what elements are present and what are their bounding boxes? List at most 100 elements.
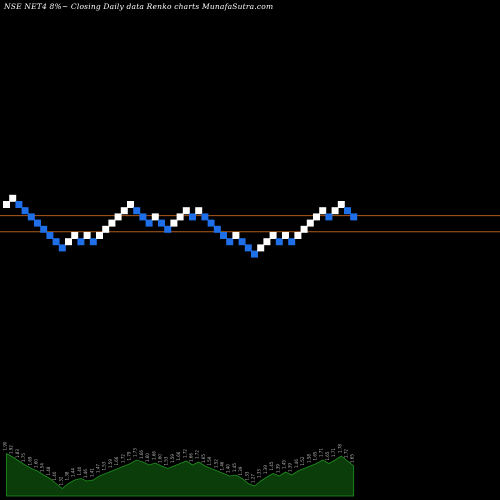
volume-label: 1.71	[319, 448, 324, 457]
renko-brick-down	[238, 238, 246, 246]
renko-brick-down	[325, 213, 333, 221]
renko-brick-down	[220, 232, 227, 239]
renko-brick-up	[102, 225, 110, 233]
volume-area-shape	[6, 452, 355, 497]
volume-label: 1.41	[89, 468, 94, 477]
renko-brick-up	[170, 219, 178, 227]
volume-label: 1.46	[294, 459, 299, 468]
renko-brick-down	[27, 213, 35, 221]
volume-label: 1.79	[127, 451, 132, 460]
renko-brick-up	[300, 225, 308, 233]
reference-lines	[0, 215, 500, 233]
volume-label: 1.69	[27, 456, 32, 465]
volume-label: 1.83	[15, 449, 20, 458]
volume-labels: 1.90 1.92 1.83 1.75 1.69 1.60 1.54 1.481.401.32…	[3, 441, 355, 485]
renko-brick-down	[133, 207, 141, 215]
volume-label: 1.45	[282, 460, 287, 469]
renko-brick-up	[331, 207, 339, 215]
renko-brick-up	[151, 213, 159, 221]
volume-label: 1.33	[257, 469, 262, 478]
renko-brick-up	[263, 238, 271, 246]
volume-label: 1.39	[288, 463, 293, 472]
renko-bricks	[3, 194, 358, 258]
renko-brick-up	[108, 219, 116, 227]
volume-label: 1.60	[34, 459, 39, 468]
volume-label: 1.65	[201, 454, 206, 463]
renko-brick-up	[127, 201, 134, 208]
renko-brick-up	[182, 207, 190, 215]
volume-label: 1.47	[96, 464, 101, 473]
volume-label: 1.32	[58, 476, 63, 485]
renko-brick-up	[195, 207, 203, 215]
volume-label: 1.60	[145, 453, 150, 462]
volume-label: 1.65	[350, 454, 355, 463]
renko-brick-down	[40, 225, 48, 233]
renko-brick-down	[15, 201, 23, 208]
volume-label: 1.40	[77, 466, 82, 475]
volume-label: 1.59	[207, 456, 212, 465]
volume-label: 1.54	[40, 463, 45, 472]
volume-label: 1.65	[313, 451, 318, 460]
volume-label: 1.92	[9, 445, 14, 454]
renko-brick-up	[337, 201, 345, 208]
volume-label: 1.33	[244, 471, 249, 480]
volume-label: 1.45	[269, 461, 274, 470]
volume-label: 1.52	[213, 459, 218, 468]
renko-brick-down	[251, 250, 258, 258]
renko-brick-down	[158, 219, 165, 227]
volume-label: 1.72	[195, 450, 200, 459]
renko-brick-down	[34, 219, 41, 227]
renko-brick-down	[213, 225, 221, 233]
renko-brick-down	[139, 213, 147, 221]
renko-brick-down	[164, 225, 172, 233]
volume-label: 1.59	[108, 459, 113, 468]
renko-brick-down	[21, 207, 29, 215]
renko-brick-down	[275, 238, 283, 246]
renko-brick-down	[77, 238, 85, 246]
volume-label: 1.39	[275, 464, 280, 473]
volume-label: 1.66	[139, 450, 144, 459]
volume-label: 1.27	[251, 474, 256, 483]
volume-label: 1.40	[226, 464, 231, 473]
renko-brick-up	[65, 238, 72, 246]
renko-brick-up	[282, 232, 289, 239]
renko-brick-up	[96, 232, 103, 239]
volume-label: 1.72	[182, 449, 187, 458]
renko-brick-up	[114, 213, 122, 221]
renko-brick-down	[350, 213, 358, 221]
renko-brick-down	[288, 238, 296, 246]
renko-brick-up	[319, 207, 327, 215]
volume-label: 1.53	[102, 461, 107, 470]
renko-brick-down	[226, 238, 234, 246]
volume-label: 1.52	[300, 456, 305, 465]
renko-brick-down	[89, 238, 97, 246]
renko-brick-up	[176, 213, 184, 221]
volume-label: 1.65	[325, 451, 330, 460]
volume-label: 1.53	[164, 456, 169, 465]
renko-brick-up	[269, 232, 277, 239]
renko-brick-down	[244, 244, 252, 252]
volume-label: 1.72	[344, 449, 349, 458]
renko-brick-up	[313, 213, 320, 221]
renko-brick-down	[201, 213, 209, 221]
volume-label: 1.71	[331, 448, 336, 457]
renko-brick-up	[71, 232, 79, 239]
volume-label: 1.38	[65, 471, 70, 480]
renko-brick-down	[46, 232, 54, 239]
volume-label: 1.78	[337, 444, 342, 453]
renko-brick-down	[52, 238, 60, 246]
volume-label: 1.48	[46, 466, 51, 475]
renko-brick-up	[9, 194, 17, 202]
renko-brick-down	[189, 213, 196, 221]
volume-label: 1.66	[151, 451, 156, 460]
volume-label: 1.73	[133, 448, 138, 457]
volume-label: 1.58	[306, 454, 311, 463]
volume-label: 1.66	[176, 451, 181, 460]
renko-brick-down	[344, 207, 351, 215]
volume-label: 1.44	[71, 468, 76, 477]
volume-label: 1.46	[220, 461, 225, 470]
renko-brick-down	[145, 219, 153, 227]
volume-label: 1.66	[114, 456, 119, 465]
volume-label: 1.39	[263, 465, 268, 474]
